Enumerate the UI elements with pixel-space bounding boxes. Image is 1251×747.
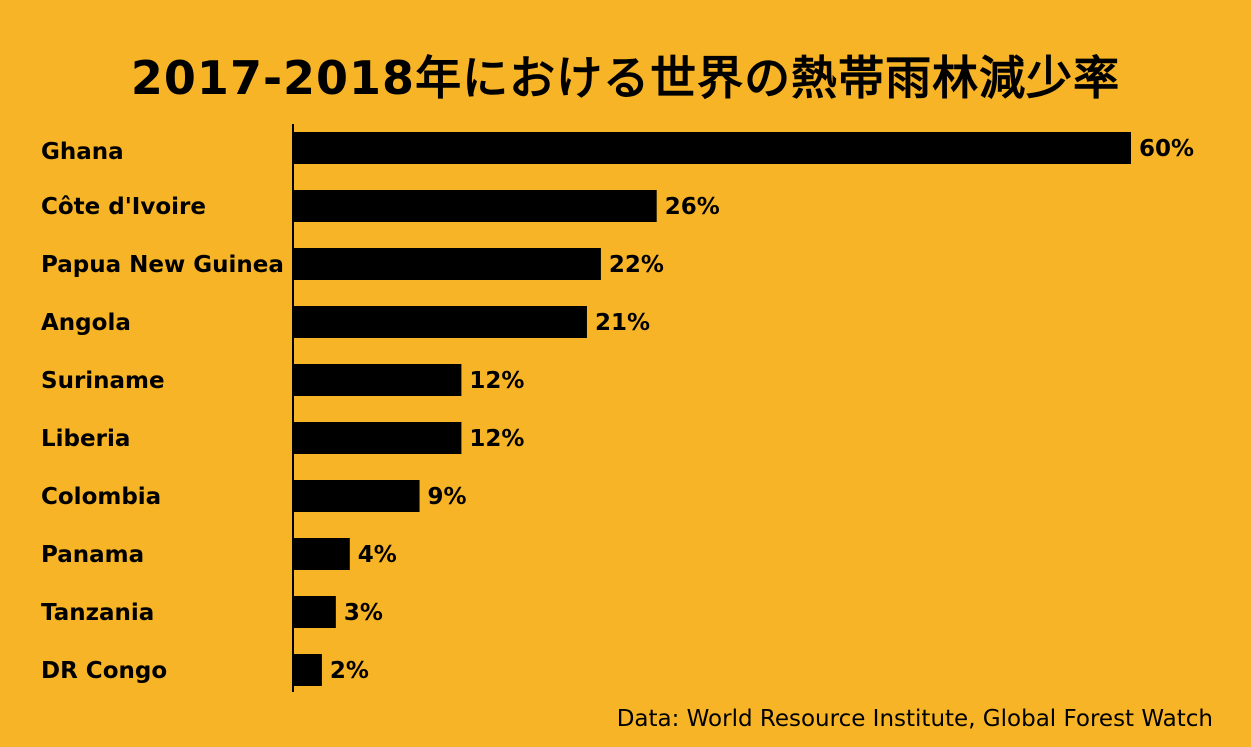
bar <box>294 364 462 396</box>
value-label: 60% <box>1139 136 1194 162</box>
value-label: 3% <box>344 600 383 626</box>
chart-title: 2017-2018年における世界の熱帯雨林減少率 <box>130 51 1121 105</box>
bar <box>294 132 1131 164</box>
bar <box>294 248 601 280</box>
bar <box>294 190 657 222</box>
value-label: 26% <box>665 194 720 220</box>
bar <box>294 306 587 338</box>
bar <box>294 654 322 686</box>
category-label: Papua New Guinea <box>41 252 284 278</box>
value-label: 22% <box>609 252 664 278</box>
value-label: 12% <box>469 426 524 452</box>
bar <box>294 480 420 512</box>
value-label: 12% <box>469 368 524 394</box>
category-label: Tanzania <box>41 600 154 626</box>
category-label: Colombia <box>41 484 161 510</box>
bar <box>294 538 350 570</box>
category-label: Côte d'Ivoire <box>41 194 206 220</box>
bar <box>294 596 336 628</box>
category-label: Panama <box>41 542 144 568</box>
value-label: 4% <box>358 542 397 568</box>
category-label: Angola <box>41 310 131 336</box>
value-label: 9% <box>428 484 467 510</box>
category-label: Suriname <box>41 368 165 394</box>
bar <box>294 422 462 454</box>
source-note: Data: World Resource Institute, Global F… <box>616 706 1213 732</box>
category-label: Liberia <box>41 426 130 452</box>
category-label: DR Congo <box>41 658 167 684</box>
category-label: Ghana <box>41 139 124 165</box>
value-label: 21% <box>595 310 650 336</box>
value-label: 2% <box>330 658 369 684</box>
